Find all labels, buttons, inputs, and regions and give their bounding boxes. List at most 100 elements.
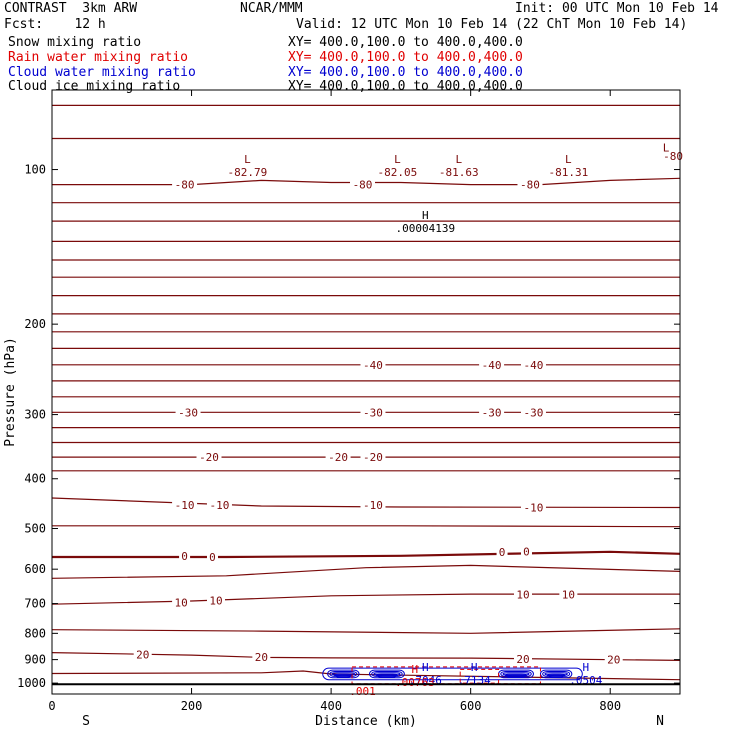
isotherm-lv80 (52, 177, 681, 186)
label-bg (360, 499, 386, 512)
label-bg (206, 550, 218, 563)
label-bg (133, 648, 152, 661)
extremum-value-5: .00004139 (396, 222, 456, 235)
field-name-snow: Snow mixing ratio (8, 35, 142, 50)
cloud-water-cell-2-3 (504, 673, 528, 677)
header-center: NCAR/MMM (240, 1, 303, 16)
y-tick-label-200: 200 (24, 317, 46, 331)
cloud-water-cell-2-4 (506, 674, 526, 678)
rain-water-contours (351, 666, 541, 685)
y-tick-label-700: 700 (24, 597, 46, 611)
isotherm-label-20-1: 20 (255, 651, 268, 664)
cloud-water-outline (322, 667, 583, 681)
isotherm-label--80-1: -80 (353, 179, 373, 192)
extremum-type-1: L (394, 153, 401, 166)
isotherm-label-20-3: 20 (607, 654, 620, 667)
y-tick-label-800: 800 (24, 626, 46, 640)
label-bg (479, 358, 505, 371)
label-bg (172, 178, 198, 191)
isotherm-lvC (51, 628, 681, 634)
isotherm-label--80-3: -80 (663, 150, 683, 163)
rain-inner (459, 668, 500, 684)
extremum-type-2: L (455, 153, 462, 166)
extremum-value-1: -82.05 (378, 166, 418, 179)
x-tick-label-200: 200 (181, 699, 203, 713)
label-bg (175, 406, 201, 419)
cloud-water-cell-0-4 (335, 674, 351, 678)
y-tick-label-500: 500 (24, 522, 46, 536)
plot-frame (51, 89, 681, 695)
extremum-type-8: H (471, 661, 478, 674)
label-bg (179, 550, 191, 563)
field-xy-cloud-water: XY= 400.0,100.0 to 400.0,400.0 (288, 65, 523, 80)
field-name-cloud-water: Cloud water mixing ratio (8, 65, 196, 80)
y-tick-label-900: 900 (24, 653, 46, 667)
isotherm-label--30-0: -30 (178, 406, 198, 419)
isotherm-label-0-0: 0 (181, 550, 188, 563)
label-bg (360, 358, 386, 371)
isotherm-lvA0 (52, 525, 681, 528)
isotherm-label--20-1: -20 (328, 451, 348, 464)
label-bg (479, 406, 505, 419)
label-bg (517, 178, 543, 191)
extremum-type-7: H (412, 663, 419, 676)
extremum-type-6: H (422, 661, 429, 674)
isotherm-lv20p (51, 652, 681, 661)
isotherm-label--80-2: -80 (520, 179, 540, 192)
endpoint-right: N (656, 714, 664, 729)
extremum-type-5: H (422, 209, 429, 222)
label-bg (350, 178, 376, 191)
y-axis-label: Pressure (hPa) (3, 337, 18, 447)
isotherm-label--20-0: -20 (199, 451, 219, 464)
x-tick-label-0: 0 (48, 699, 55, 713)
field-name-rain: Rain water mixing ratio (8, 50, 189, 65)
label-bg (514, 653, 532, 666)
label-bg (206, 594, 225, 607)
x-tick-label-600: 600 (460, 699, 482, 713)
isotherm-label-10-0: 10 (174, 597, 187, 610)
extremum-value-10: .001 (349, 685, 376, 698)
label-bg (559, 588, 578, 601)
extremum-type-9: H (582, 661, 589, 674)
isotherm-lines (51, 104, 681, 681)
label-bg (172, 499, 198, 512)
isotherm-label-10-1: 10 (209, 594, 222, 607)
extremum-value-3: -81.31 (548, 166, 588, 179)
extremum-type-0: L (244, 153, 251, 166)
y-tick-label-100: 100 (24, 163, 46, 177)
y-tick-label-300: 300 (24, 408, 46, 422)
isotherm-label--30-1: -30 (363, 406, 383, 419)
extremum-type-4: L (663, 141, 670, 154)
label-bg (360, 406, 386, 419)
label-bg (660, 149, 686, 162)
isotherm-label--80-0: -80 (175, 179, 195, 192)
label-bg (360, 451, 386, 464)
extremum-value-7: .00763 (395, 676, 435, 689)
cloud-water-cell-3-4 (548, 674, 564, 678)
header-fcst: Fcst: 12 h (4, 17, 106, 32)
y-tick-label-600: 600 (24, 562, 46, 576)
endpoint-left: S (82, 714, 90, 729)
isotherm-label-0-1: 0 (209, 551, 216, 564)
cloud-water-cell-3-3 (546, 673, 566, 677)
label-bg (520, 406, 546, 419)
isotherm-label--40-0: -40 (363, 359, 383, 372)
x-tick-label-800: 800 (599, 699, 621, 713)
header-init: Init: 00 UTC Mon 10 Feb 14 (515, 1, 719, 16)
label-bg (172, 596, 191, 609)
label-bg (520, 545, 532, 558)
isotherm-lv10p (51, 593, 680, 605)
x-axis-ticks: 0 200 400 600 800 (48, 90, 621, 713)
isotherm-label--10-2: -10 (363, 499, 383, 512)
y-tick-label-400: 400 (24, 472, 46, 486)
isotherm-label-10-2: 10 (516, 588, 529, 601)
isotherm-lvB (51, 564, 681, 579)
isotherm-label--40-1: -40 (482, 359, 502, 372)
isotherm-label--30-3: -30 (524, 406, 544, 419)
isotherm-label--10-1: -10 (210, 499, 230, 512)
x-tick-label-400: 400 (320, 699, 342, 713)
label-bg (206, 499, 232, 512)
isotherm-label-10-3: 10 (562, 588, 575, 601)
isotherm-label-0-3: 0 (523, 545, 530, 558)
header-project: CONTRAST 3km ARW (4, 1, 138, 16)
